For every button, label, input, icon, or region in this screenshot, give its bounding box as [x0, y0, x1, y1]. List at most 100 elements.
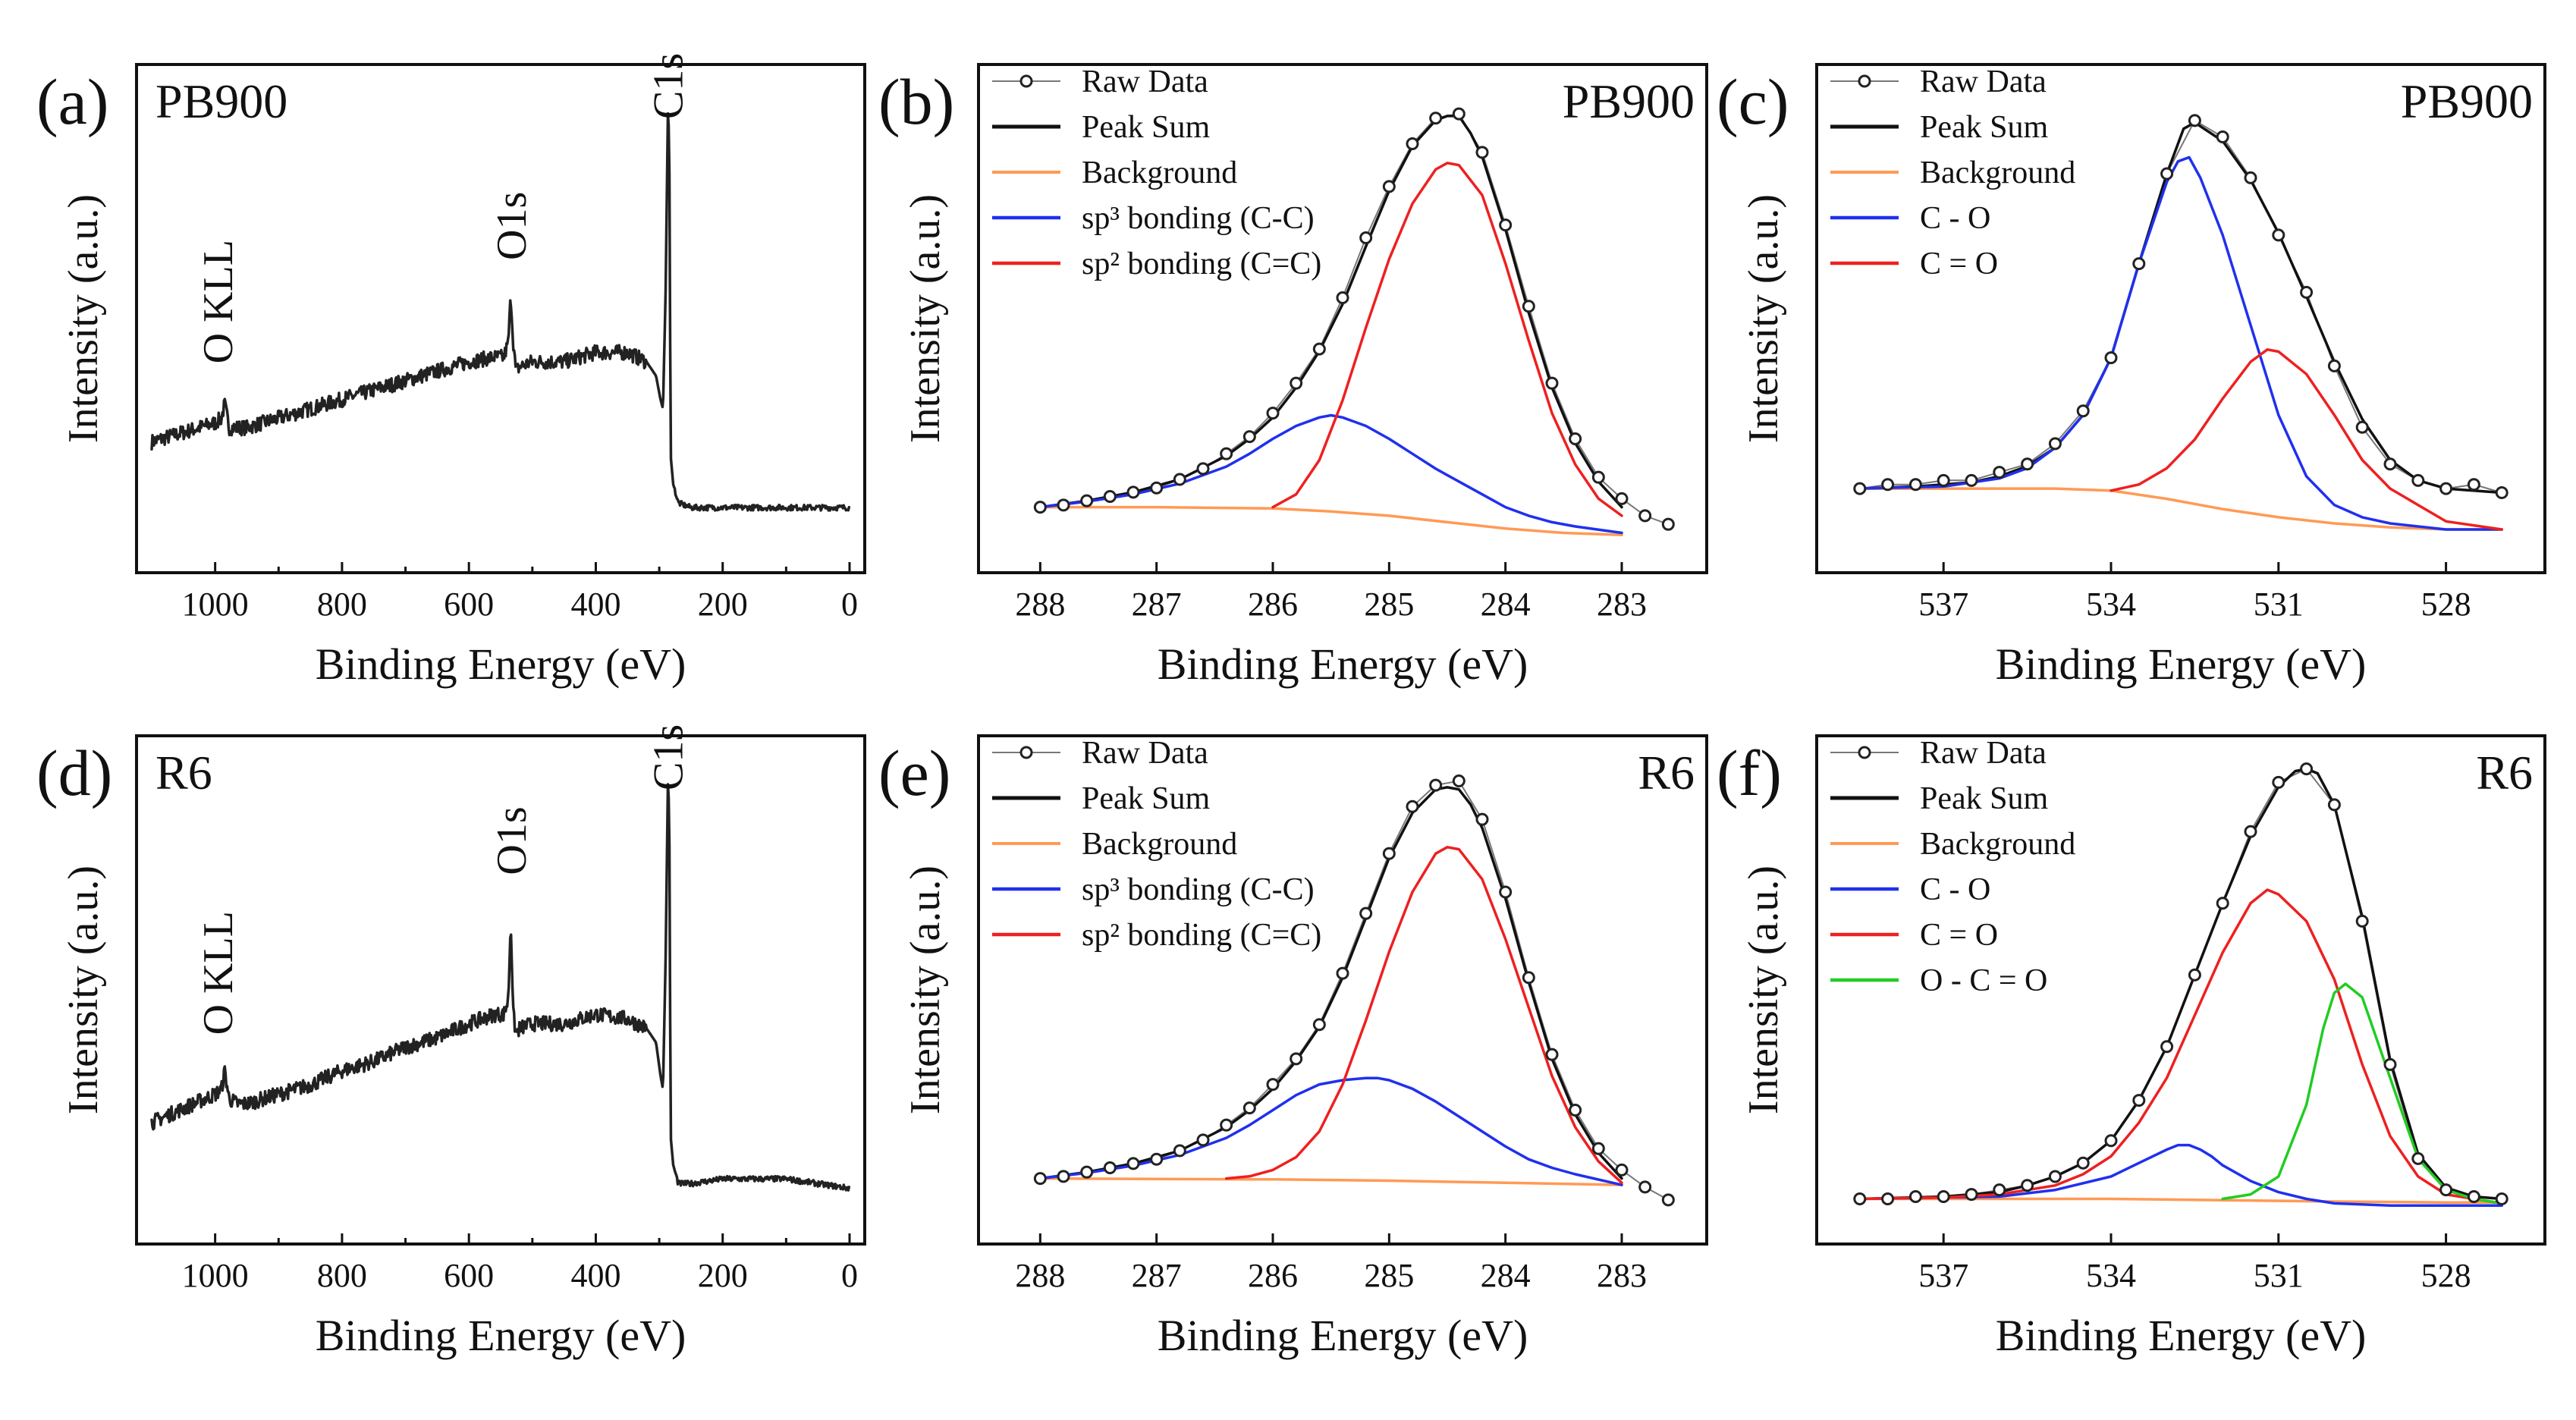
legend-item-c-o: C = O: [1830, 918, 1998, 953]
x-tick-label: 284: [1481, 1257, 1531, 1294]
raw-data-point: [2383, 1057, 2397, 1071]
line-background: [1038, 1177, 1623, 1186]
raw-data-point: [2048, 437, 2062, 451]
raw-data-point: [2160, 1040, 2174, 1054]
x-tick-label: 400: [570, 586, 620, 623]
legend-item-peak-sum: Peak Sum: [1830, 110, 2049, 145]
raw-data-point: [1080, 1165, 1094, 1179]
raw-data-point: [2411, 473, 2425, 487]
raw-data-point: [1266, 1078, 1280, 1092]
x-tick-label: 288: [1015, 1257, 1065, 1294]
line-background: [1858, 487, 2503, 531]
x-tick-label: 600: [444, 586, 494, 623]
legend-item-raw-data: Raw Data: [992, 736, 1208, 771]
raw-data-point: [2076, 404, 2090, 418]
raw-data-point: [1359, 906, 1373, 920]
raw-data-point: [1638, 1180, 1652, 1194]
legend-label: sp³ bonding (C-C): [1082, 872, 1315, 907]
panel-letter: (d): [36, 737, 112, 809]
raw-data-point: [1290, 376, 1303, 390]
x-tick-label: 285: [1364, 1257, 1414, 1294]
legend-item-raw-data: Raw Data: [1830, 64, 2047, 99]
legend-label: C - O: [1920, 872, 1990, 907]
raw-data-point: [2355, 420, 2369, 434]
peak-label: O KLL: [195, 911, 242, 1035]
x-tick-label: 285: [1364, 586, 1414, 623]
raw-data-point: [2021, 457, 2034, 471]
legend-item-raw-data: Raw Data: [1830, 736, 2047, 771]
line-sp2-bonding-c-c: [1271, 162, 1623, 517]
raw-data-points: [1033, 107, 1675, 531]
legend-item-background: Background: [1830, 827, 2075, 862]
panel-letter: (c): [1717, 65, 1789, 138]
x-tick-label: 531: [2254, 1257, 2304, 1294]
x-tick-label: 200: [698, 1257, 748, 1294]
raw-data-point: [1336, 966, 1349, 980]
raw-data-point: [2244, 825, 2257, 838]
series-background: [1858, 487, 2503, 531]
x-tick-label: 537: [1918, 1257, 1968, 1294]
raw-data-point: [1173, 1144, 1186, 1158]
legend: Raw Data Peak Sum Background C - O C = O: [1830, 64, 2075, 281]
line-c-o: [2109, 348, 2503, 531]
raw-data-point: [2439, 1183, 2453, 1197]
raw-data-point: [1965, 473, 1978, 487]
y-axis-label: Intensity (a.u.): [1740, 866, 1787, 1114]
series-c-o: [1858, 888, 2503, 1205]
raw-data-point: [2467, 1190, 2480, 1204]
raw-data-point: [1661, 1193, 1675, 1207]
raw-data-point: [1569, 1103, 1582, 1117]
raw-data-point: [2076, 1156, 2090, 1170]
legend-label: Background: [1920, 827, 2075, 862]
series-survey: [150, 783, 851, 1192]
line-sp2-bonding-c-c: [1224, 846, 1623, 1185]
panel-b: 288 287 286 285 284 283 Binding Energy (eV) Int…: [878, 63, 1708, 689]
raw-data-point: [1406, 800, 1419, 813]
raw-data-point: [1475, 146, 1489, 159]
raw-data-point: [1499, 218, 1513, 232]
sample-label: PB900: [1563, 74, 1695, 128]
raw-data-point: [1638, 509, 1652, 523]
panel-letter: (e): [878, 737, 950, 809]
legend-item-sp2-bonding-c-c: sp² bonding (C=C): [992, 918, 1321, 953]
x-axis-label: Binding Energy (eV): [1996, 1311, 2367, 1360]
legend-marker: [1858, 746, 1871, 759]
raw-data-point: [1242, 1101, 1256, 1115]
series-c-o: [1858, 156, 2503, 531]
panel-d-frame: [135, 734, 866, 1246]
raw-data-point: [1545, 1048, 1559, 1061]
raw-data-point: [2244, 171, 2257, 184]
raw-data-point: [1522, 300, 1535, 313]
raw-data-point: [1591, 470, 1605, 484]
legend-label: C = O: [1920, 247, 1998, 281]
raw-data-point: [2383, 457, 2397, 471]
sample-label: R6: [1638, 746, 1695, 800]
series-background: [1038, 1177, 1623, 1186]
raw-data-point: [1475, 812, 1489, 826]
legend-label: C = O: [1920, 918, 1998, 953]
legend-item-peak-sum: Peak Sum: [992, 110, 1211, 145]
raw-data-point: [1359, 231, 1373, 245]
raw-data-points: [1853, 114, 2508, 500]
x-axis-label: Binding Energy (eV): [1996, 639, 2367, 689]
x-axis-label: Binding Energy (eV): [316, 1311, 686, 1360]
legend-label: Peak Sum: [1082, 781, 1211, 816]
raw-data-point: [2327, 359, 2341, 372]
peak-label: O1s: [488, 192, 536, 260]
raw-data-point: [2495, 486, 2508, 500]
legend-label: Raw Data: [1920, 64, 2047, 99]
series-sp2-bonding-c-c: [1271, 162, 1623, 517]
legend: Raw Data Peak Sum Background sp³ bonding (C…: [992, 64, 1321, 281]
panel-a-frame: [135, 63, 866, 574]
x-tick-label: 288: [1015, 586, 1065, 623]
raw-data-point: [2355, 914, 2369, 928]
raw-data-point: [1080, 494, 1094, 507]
raw-data-point: [2160, 167, 2174, 181]
y-axis-label: Intensity (a.u.): [902, 194, 949, 443]
raw-data-point: [2272, 228, 2285, 242]
raw-data-point: [2216, 130, 2229, 143]
x-tick-label: 0: [841, 586, 858, 623]
legend: Raw Data Peak Sum Background sp³ bonding (C…: [992, 736, 1321, 953]
panel-e: 288 287 286 285 284 283 Binding Energy (eV) Int…: [878, 734, 1708, 1360]
raw-data-point: [1220, 447, 1233, 460]
